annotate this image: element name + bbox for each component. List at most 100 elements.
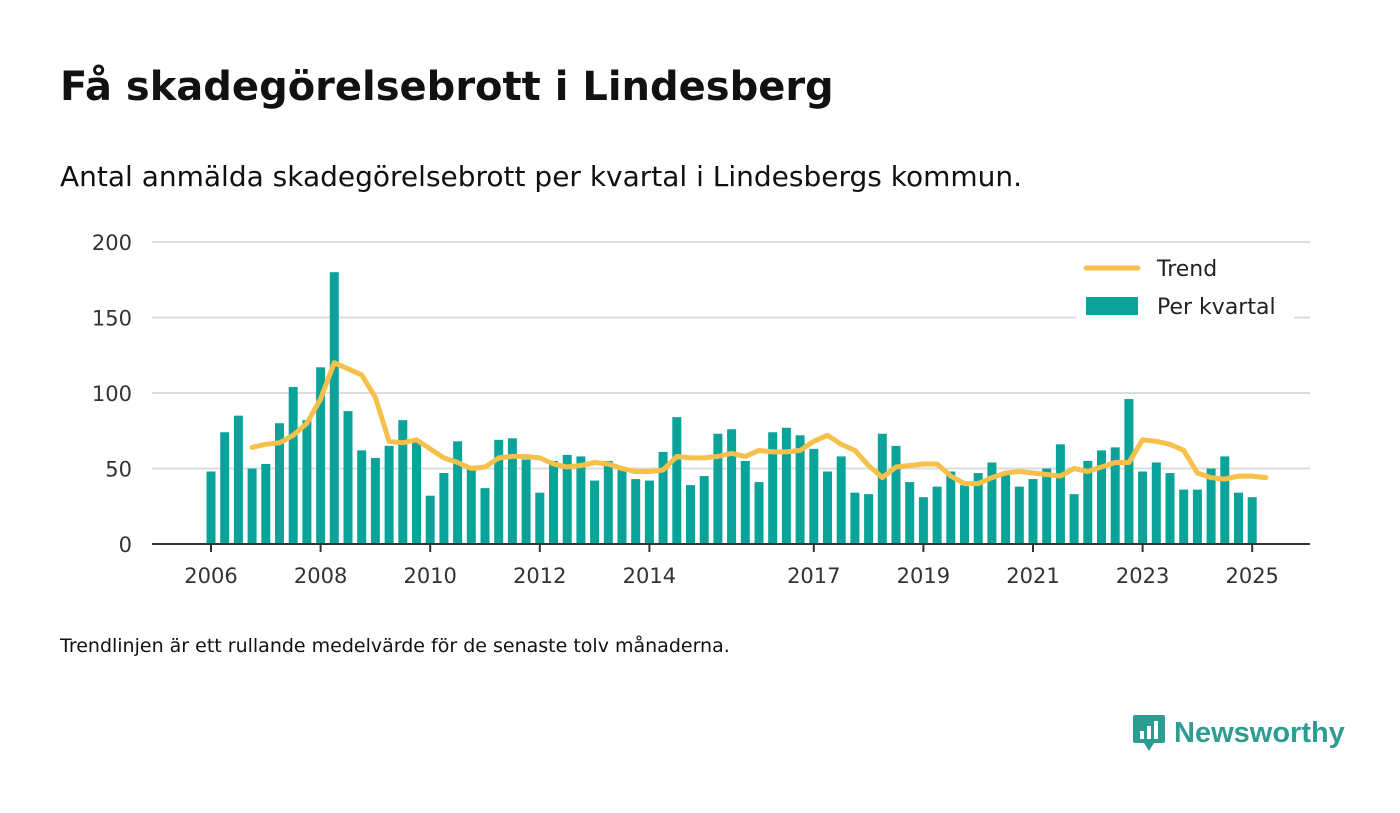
bar [1124,399,1134,544]
bar [946,471,956,544]
bar [836,456,846,544]
bar [329,272,339,544]
bar [644,480,654,544]
bar [1001,473,1011,544]
bar [466,468,476,544]
y-tick-label: 0 [119,533,132,557]
x-tick-label: 2021 [1006,564,1059,588]
bar-series [206,272,1257,544]
bar [480,488,490,544]
bar [562,454,572,544]
bar [686,485,695,544]
bar [877,433,887,544]
bar [535,492,545,544]
bar [521,459,531,544]
x-axis-ticks: 2006 2008 2010 2012 2014 2017 2019 2021 2023 2025 [184,544,1279,588]
y-axis-ticks: 0 50 100 150 200 [92,231,132,557]
brand-name: Newsworthy [1174,716,1345,749]
bar [1097,450,1106,544]
y-tick-label: 150 [92,307,132,331]
y-tick-label: 50 [105,458,132,482]
bar [672,417,682,544]
bar [302,420,312,544]
bar [1179,489,1189,544]
bar [850,492,860,544]
bar [809,448,819,544]
bar [905,482,915,544]
bar [1206,468,1216,544]
bar [412,439,421,544]
legend-bar-label: Per kvartal [1157,295,1276,320]
x-tick-label: 2023 [1116,564,1169,588]
bar [891,445,901,544]
bar [1138,471,1148,544]
x-tick-label: 2017 [787,564,840,588]
bar [1247,497,1257,544]
bar [631,479,641,544]
bar [357,450,367,544]
bar [727,429,737,544]
bar [275,423,284,544]
bar [1192,489,1202,544]
bar [206,471,216,544]
bar [1083,460,1093,544]
bar [384,445,394,544]
bar [932,486,942,544]
bar [973,473,983,544]
bar [795,435,805,544]
bar [823,471,832,544]
legend-trend-label: Trend [1156,257,1217,282]
bar [1234,492,1243,544]
bar [1165,473,1175,544]
legend: Trend Per kvartal [1076,248,1294,324]
y-tick-label: 200 [92,231,132,255]
bar [549,460,558,544]
brand-logo: Newsworthy [1132,710,1345,756]
x-tick-label: 2019 [897,564,950,588]
x-tick-label: 2012 [513,564,566,588]
bar [590,480,600,544]
bar [343,411,353,544]
bar [261,463,271,544]
x-tick-label: 2014 [623,564,676,588]
bar [658,451,668,544]
bar [453,441,463,544]
bar [1220,456,1230,544]
x-tick-label: 2010 [403,564,456,588]
legend-bar-swatch [1086,297,1138,315]
bar [370,457,380,544]
bar [713,433,723,544]
bar [439,473,449,544]
y-tick-label: 100 [92,382,132,406]
bar [1069,494,1079,544]
x-tick-label: 2025 [1225,564,1278,588]
bar [247,468,257,544]
bar [918,497,928,544]
bar [398,420,408,544]
bar [768,432,778,544]
bar [960,485,969,544]
bar [603,460,613,544]
trend-line [249,360,1269,487]
bar [754,482,764,544]
bar [1055,444,1065,544]
bar [576,456,586,544]
bar [233,415,243,544]
bar [864,494,874,544]
bar [1110,447,1120,544]
bar [220,432,230,544]
bar [617,466,627,544]
bar [987,462,997,544]
bar [1042,468,1052,544]
newsworthy-logo-icon [1133,715,1165,751]
bar [507,438,517,544]
bar [288,386,298,544]
chart-title: Få skadegörelsebrott i Lindesberg [60,64,834,110]
bar [1028,479,1038,544]
bar [699,476,709,544]
bar [494,439,504,544]
trend-series [249,360,1269,487]
bar [740,460,750,544]
x-tick-label: 2008 [294,564,347,588]
